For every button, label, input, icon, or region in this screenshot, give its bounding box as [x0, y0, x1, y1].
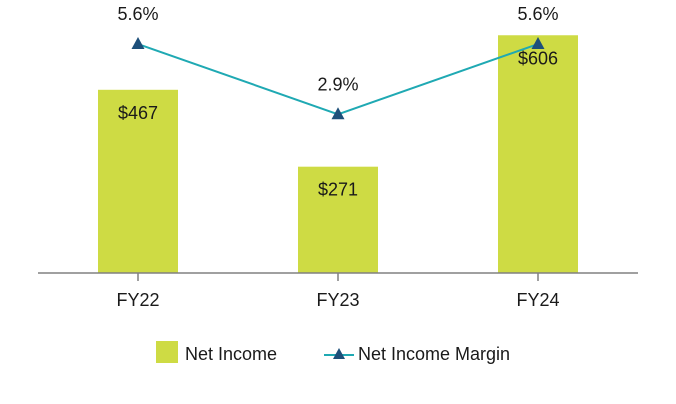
bar-fy22	[98, 89, 178, 274]
line-series-net-income-margin	[131, 37, 545, 120]
bar-value-label-fy22: $467	[118, 103, 158, 123]
bar-fy23	[298, 166, 378, 273]
legend-label-net-income: Net Income	[185, 344, 277, 364]
margin-value-label-fy24: 5.6%	[517, 4, 558, 24]
bar-value-label-fy23: $271	[318, 180, 358, 200]
tick-label-fy24: FY24	[516, 290, 559, 310]
legend-swatch-net-income-margin-marker	[333, 348, 345, 359]
legend-label-net-income-margin: Net Income Margin	[358, 344, 510, 364]
margin-value-label-fy23: 2.9%	[317, 74, 358, 94]
margin-marker-fy22	[131, 37, 145, 50]
data-labels: $467 $271 $606 5.6% 2.9% 5.6%	[117, 4, 558, 200]
x-axis-ticks: FY22 FY23 FY24	[116, 273, 560, 310]
margin-value-label-fy22: 5.6%	[117, 4, 158, 24]
tick-label-fy22: FY22	[116, 290, 159, 310]
legend-swatch-net-income	[156, 341, 178, 363]
bar-fy24	[498, 35, 578, 274]
tick-label-fy23: FY23	[316, 290, 359, 310]
margin-marker-fy24	[531, 37, 545, 50]
margin-marker-fy23	[331, 107, 345, 120]
bar-value-label-fy24: $606	[518, 48, 558, 68]
bar-series-net-income	[98, 35, 578, 274]
legend: Net Income Net Income Margin	[156, 341, 510, 364]
